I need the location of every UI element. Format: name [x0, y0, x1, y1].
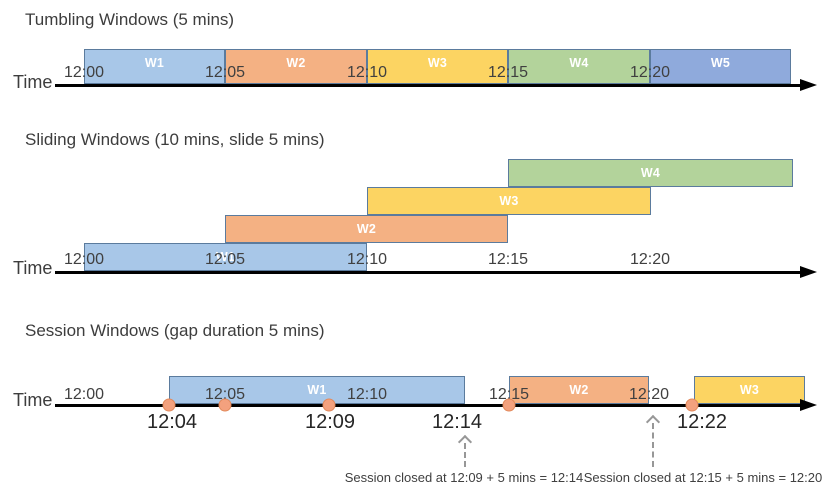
- event-time-label: 12:22: [676, 411, 728, 433]
- session-window-w2: W2: [509, 376, 649, 404]
- tick-label: 12:00: [63, 386, 105, 403]
- session-closed-annotation-2: Session closed at 12:15 + 5 mins = 12:20: [583, 470, 823, 485]
- window-label: W3: [427, 55, 448, 70]
- window-label: W2: [569, 383, 589, 397]
- event-dot-1215: [502, 398, 516, 412]
- tick-label: 12:10: [346, 251, 388, 268]
- window-label: W1: [215, 250, 236, 264]
- sliding-window-w1: W1: [84, 243, 367, 271]
- window-label: W4: [640, 166, 661, 180]
- sliding-window-w3: W3: [367, 187, 651, 215]
- arrowhead-up-icon: [645, 414, 661, 430]
- sliding-window-w4: W4: [508, 159, 793, 187]
- arrow-shaft: [464, 443, 466, 467]
- session-window-w1: W1: [169, 376, 465, 404]
- session-axis-line: [55, 404, 801, 407]
- tumbling-window-w3: W3: [367, 49, 508, 84]
- arrow-shaft: [652, 423, 654, 467]
- session-closed-annotation-1: Session closed at 12:09 + 5 mins = 12:14: [344, 470, 584, 485]
- axis-arrowhead-icon: [800, 79, 817, 91]
- event-time-label: 12:09: [304, 411, 356, 433]
- event-dot-1205: [218, 398, 232, 412]
- event-time-label: 12:14: [431, 411, 483, 433]
- tick-label: 12:00: [63, 64, 105, 81]
- window-label: W3: [499, 194, 519, 208]
- window-label: W2: [286, 55, 306, 70]
- dashed-up-arrow-icon: [457, 434, 473, 467]
- tick-label: 12:10: [346, 386, 388, 403]
- tick-label: 12:15: [487, 251, 529, 268]
- tumbling-window-w5: W5: [650, 49, 791, 84]
- window-label: W1: [144, 55, 165, 70]
- sliding-axis-label: Time: [13, 258, 53, 278]
- tumbling-axis-line: [55, 84, 801, 87]
- tumbling-window-w4: W4: [508, 49, 650, 84]
- window-label: W5: [710, 55, 731, 70]
- event-dot-1204: [162, 398, 176, 412]
- tick-label: 12:00: [63, 251, 105, 268]
- tick-label: 12:15: [488, 386, 530, 403]
- tick-label: 12:10: [346, 64, 388, 81]
- event-time-label: 12:04: [146, 411, 198, 433]
- tumbling-title: Tumbling Windows (5 mins): [25, 10, 235, 29]
- tick-label: 12:05: [204, 386, 246, 403]
- window-label: W3: [739, 383, 760, 397]
- tumbling-window-w2: W2: [225, 49, 367, 84]
- tick-label: 12:15: [487, 64, 529, 81]
- sliding-title: Sliding Windows (10 mins, slide 5 mins): [25, 130, 325, 149]
- tick-label: 12:05: [204, 64, 246, 81]
- tick-label: 12:20: [628, 386, 670, 403]
- window-label: W1: [307, 383, 327, 397]
- axis-arrowhead-icon: [800, 399, 817, 411]
- arrowhead-up-icon: [457, 434, 473, 450]
- window-label: W2: [356, 222, 377, 236]
- tumbling-axis-label: Time: [13, 72, 53, 92]
- session-window-w3: W3: [694, 376, 805, 404]
- sliding-axis-line: [55, 271, 801, 274]
- dashed-up-arrow-icon: [645, 414, 661, 467]
- event-dot-1209: [322, 398, 336, 412]
- tick-label: 12:05: [204, 251, 246, 268]
- sliding-window-w2: W2: [225, 215, 508, 243]
- tick-label: 12:20: [629, 64, 671, 81]
- session-axis-label: Time: [13, 390, 53, 410]
- tumbling-window-w1: W1: [84, 49, 225, 84]
- session-title: Session Windows (gap duration 5 mins): [25, 321, 325, 340]
- window-label: W4: [569, 55, 589, 70]
- tick-label: 12:20: [629, 251, 671, 268]
- axis-arrowhead-icon: [800, 266, 817, 278]
- event-dot-1222: [685, 398, 699, 412]
